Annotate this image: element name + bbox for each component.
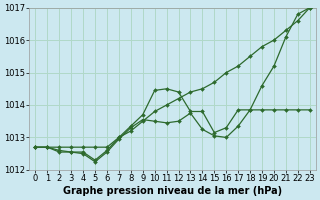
X-axis label: Graphe pression niveau de la mer (hPa): Graphe pression niveau de la mer (hPa)	[63, 186, 282, 196]
